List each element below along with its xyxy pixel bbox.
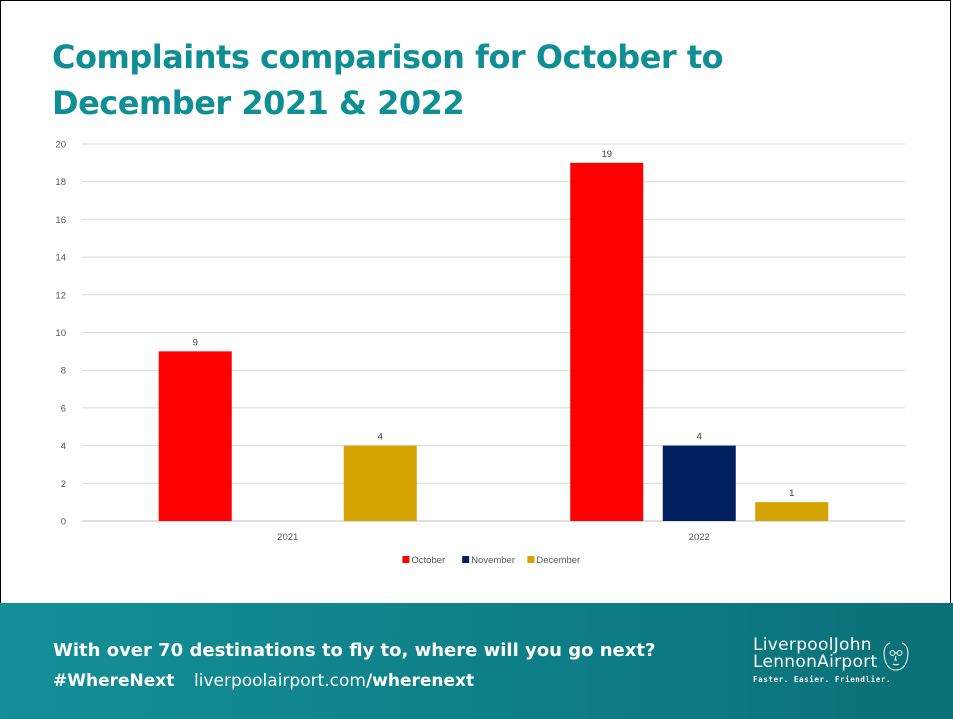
bar-december-2021 <box>344 446 417 521</box>
footer-url[interactable]: liverpoolairport.com/wherenext <box>194 671 474 691</box>
y-tick-label: 14 <box>55 253 66 264</box>
legend-swatch-december <box>527 556 534 563</box>
y-tick-label: 12 <box>55 290 66 301</box>
slide-title: Complaints comparison for October to Dec… <box>52 34 912 126</box>
data-label: 4 <box>378 432 383 443</box>
bar-october-2022 <box>570 163 643 521</box>
footer-tagline: With over 70 destinations to fly to, whe… <box>53 640 655 661</box>
data-label: 4 <box>697 432 702 443</box>
lennon-face-icon <box>881 640 911 672</box>
y-tick-label: 0 <box>61 517 66 528</box>
footer-url-path: /wherenext <box>366 671 474 691</box>
data-label: 19 <box>601 149 612 160</box>
airport-logo: LiverpoolJohn LennonAirport Faster. Easi… <box>753 637 913 697</box>
footer-url-base: liverpoolairport.com <box>194 671 366 691</box>
logo-slogan: Faster. Easier. Friendlier. <box>753 675 913 684</box>
y-tick-label: 6 <box>61 403 66 414</box>
x-tick-label: 2022 <box>689 532 710 543</box>
bar-november-2022 <box>663 446 736 521</box>
y-tick-label: 4 <box>61 441 66 452</box>
y-tick-label: 2 <box>61 479 66 490</box>
legend-swatch-november <box>462 556 469 563</box>
legend-label-october: October <box>411 555 445 566</box>
y-tick-label: 18 <box>55 177 66 188</box>
legend-label-november: November <box>471 555 515 566</box>
y-tick-label: 16 <box>55 215 66 226</box>
legend-swatch-october <box>402 556 409 563</box>
data-label: 1 <box>789 488 794 499</box>
bar-october-2021 <box>159 351 232 521</box>
legend-label-december: December <box>536 555 580 566</box>
bar-chart: 0 2 4 6 8 10 12 14 16 18 20 9 4 2021 19 4 1 2022 October No… <box>0 130 953 580</box>
data-label: 9 <box>193 337 198 348</box>
y-tick-label: 8 <box>61 366 66 377</box>
y-tick-label: 10 <box>55 328 66 339</box>
y-tick-label: 20 <box>55 140 66 151</box>
x-tick-label: 2021 <box>277 532 298 543</box>
footer-hashtag: #WhereNext <box>53 671 174 691</box>
footer-banner: With over 70 destinations to fly to, whe… <box>0 603 953 719</box>
bar-december-2022 <box>755 502 828 521</box>
